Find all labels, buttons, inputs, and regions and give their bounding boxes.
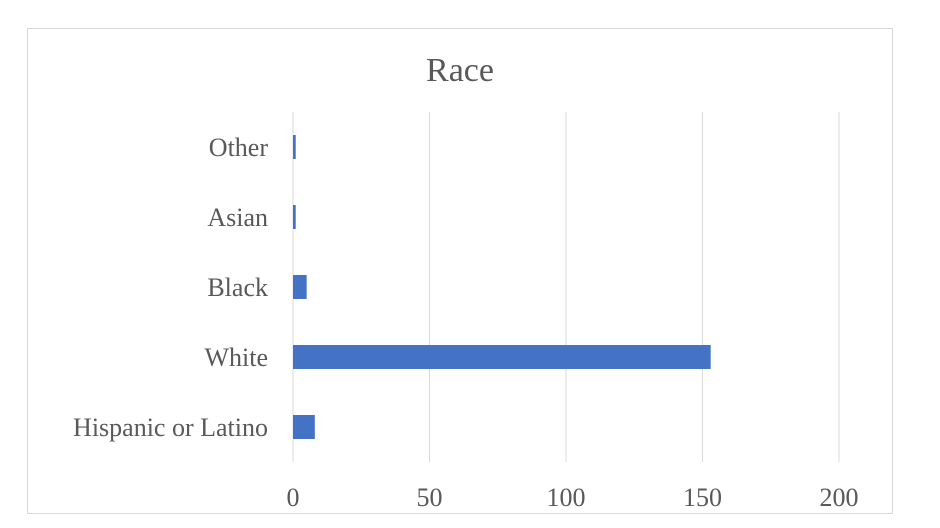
bar [293, 275, 307, 299]
x-tick-label: 200 [820, 483, 859, 512]
y-tick-label: Other [209, 133, 269, 162]
x-tick-label: 100 [547, 483, 586, 512]
y-tick-label: Black [207, 273, 268, 302]
y-tick-label: White [204, 343, 268, 372]
chart-title: Race [426, 52, 494, 89]
bar [293, 415, 315, 439]
y-tick-label: Hispanic or Latino [73, 413, 268, 442]
x-tick-label: 0 [287, 483, 300, 512]
bar [293, 345, 711, 369]
chart-frame [27, 28, 893, 514]
x-tick-label: 150 [683, 483, 722, 512]
bar [293, 205, 296, 229]
x-tick-label: 50 [417, 483, 443, 512]
y-tick-label: Asian [207, 203, 268, 232]
bar [293, 135, 296, 159]
